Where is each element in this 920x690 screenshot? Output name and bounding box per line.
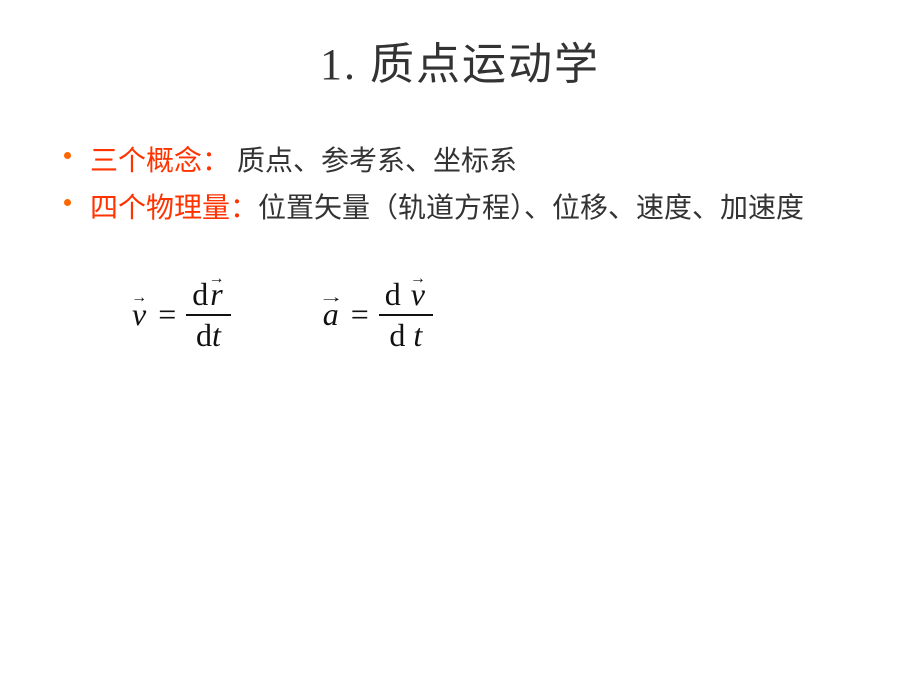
list-item-text: 三个概念： 质点、参考系、坐标系 (90, 146, 517, 177)
equations-row: → v = d→r dt → a (58, 235, 862, 355)
differential-d: d (385, 276, 401, 312)
equation-acceleration: → a = d →v d t (321, 275, 433, 355)
vector-a: → a (321, 296, 341, 333)
vector-arrow-icon: → (131, 290, 147, 306)
content-area: 三个概念： 质点、参考系、坐标系 四个物理量：位置矢量（轨道方程）、位移、速度、… (0, 92, 920, 355)
vector-arrow-icon: → (410, 271, 426, 287)
accent-text: 四个物理量： (90, 193, 258, 224)
variable-t: t (212, 317, 221, 353)
numerator: d →v (379, 275, 433, 314)
list-item: 三个概念： 质点、参考系、坐标系 (58, 140, 862, 183)
body-text: 质点、参考系、坐标系 (230, 146, 517, 177)
equals-sign: = (341, 296, 379, 333)
variable-t: t (413, 317, 422, 353)
numerator: d→r (186, 275, 230, 314)
bullet-list: 三个概念： 质点、参考系、坐标系 四个物理量：位置矢量（轨道方程）、位移、速度、… (58, 140, 862, 231)
bullet-icon (64, 199, 71, 206)
differential-d: d (196, 317, 212, 353)
list-item: 四个物理量：位置矢量（轨道方程）、位移、速度、加速度 (58, 187, 862, 230)
list-item-text: 四个物理量：位置矢量（轨道方程）、位移、速度、加速度 (90, 193, 804, 224)
equation-velocity: → v = d→r dt (130, 275, 231, 355)
equals-sign: = (148, 296, 186, 333)
differential-d: d (389, 317, 405, 353)
vector-v: → v (130, 296, 148, 333)
page-title: 1. 质点运动学 (0, 0, 920, 92)
bullet-icon (64, 152, 71, 159)
vector-arrow-icon: → (208, 271, 224, 287)
fraction: d →v d t (379, 275, 433, 355)
vector-arrow-icon: → (318, 290, 344, 306)
vector-r: →r (208, 277, 224, 312)
differential-d: d (192, 276, 208, 312)
fraction: d→r dt (186, 275, 230, 355)
denominator: d t (383, 316, 428, 355)
accent-text: 三个概念： (90, 146, 230, 177)
vector-v: →v (409, 277, 427, 312)
slide: 1. 质点运动学 三个概念： 质点、参考系、坐标系 四个物理量：位置矢量（轨道方… (0, 0, 920, 690)
body-text: 位置矢量（轨道方程）、位移、速度、加速度 (258, 193, 804, 224)
denominator: dt (190, 316, 227, 355)
